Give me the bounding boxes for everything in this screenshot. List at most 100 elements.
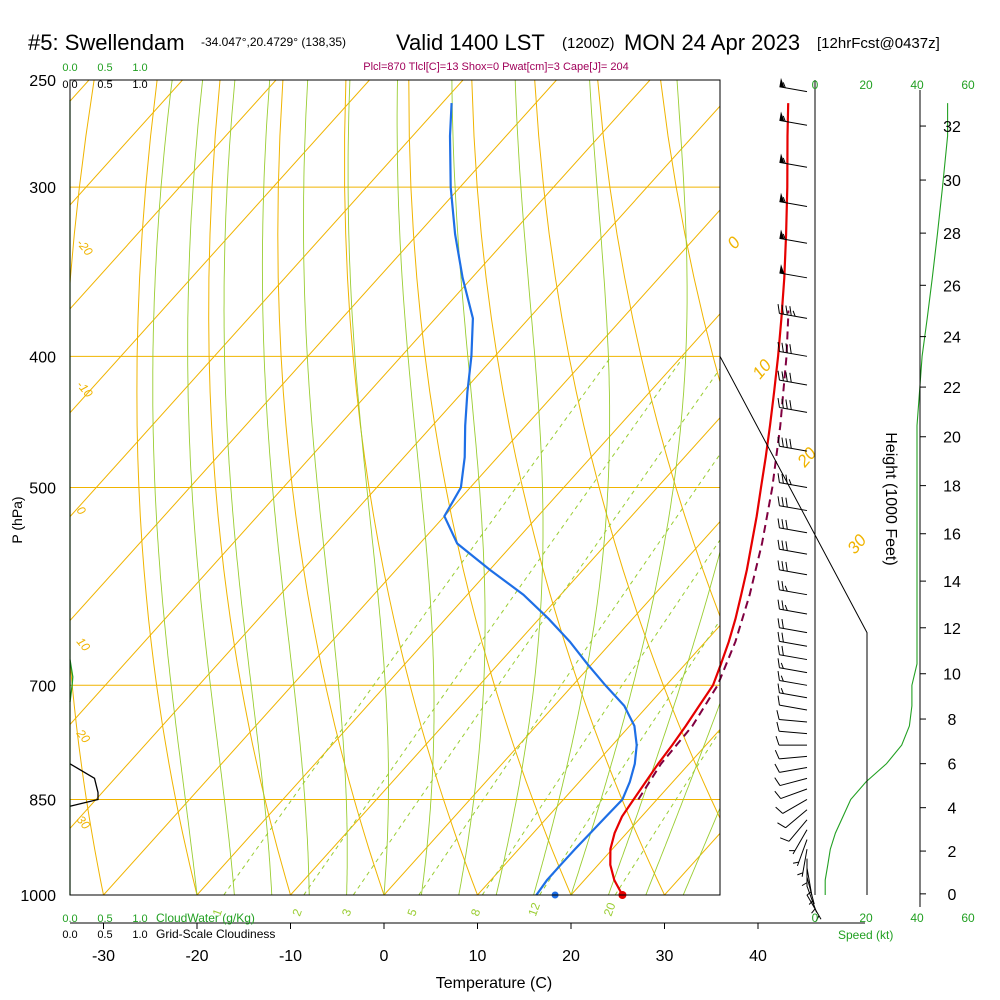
barb-shaft	[792, 829, 808, 855]
barb-shaft	[779, 406, 808, 413]
moist-adiabat	[495, 80, 544, 895]
mixing-ratio-label: 5	[404, 907, 420, 918]
barb-shaft	[779, 719, 808, 723]
x-tick-label: -30	[92, 948, 115, 965]
wind-barb	[777, 518, 808, 534]
moist-adiabat	[347, 80, 389, 895]
barb-shaft	[806, 885, 818, 913]
dry-adiabat	[408, 80, 572, 895]
barb-feather	[785, 372, 788, 382]
mixing-ratio-line	[418, 453, 720, 895]
wind-speed-profile	[824, 103, 949, 895]
isotherm	[70, 105, 720, 830]
wind-barb	[779, 819, 808, 842]
isotherm-label: -20	[74, 236, 96, 259]
barb-shaft	[779, 627, 808, 634]
barb-feather	[789, 372, 792, 383]
height-tick-label: 12	[943, 621, 961, 638]
plot-frame	[69, 79, 721, 896]
mixing-ratio-label: 20	[601, 900, 619, 918]
barb-shaft	[780, 788, 808, 800]
wind-barb	[806, 867, 813, 896]
barb-shaft	[779, 119, 808, 126]
dry-adiabat-label: 20	[793, 443, 821, 471]
cloudiness-profile	[69, 763, 99, 807]
barb-feather	[774, 749, 780, 760]
isotherm	[758, 80, 1000, 895]
speed-top-tick: 20	[859, 78, 873, 92]
p-tick-label: 300	[29, 180, 56, 197]
isotherm	[477, 624, 720, 895]
wind-barb	[792, 839, 808, 867]
barb-feather	[774, 777, 781, 786]
speed-bottom-tick: 0	[812, 911, 819, 925]
barb-feather	[777, 518, 780, 528]
moist-adiabat	[152, 80, 198, 895]
cloud-bottom-green-tick: 1.0	[132, 913, 147, 925]
cloud-top-green-tick: 0.0	[62, 62, 77, 74]
barb-feather	[777, 658, 780, 668]
moist-adiabat	[645, 701, 720, 895]
wind-barb	[777, 473, 808, 488]
utc-time: (1200Z)	[562, 35, 615, 52]
cloud-top-green-tick: 1.0	[132, 62, 147, 74]
y-axis-title: P (hPa)	[9, 496, 25, 543]
p-tick-label: 500	[29, 481, 56, 498]
barb-feather	[784, 604, 788, 611]
barb-feather	[782, 157, 786, 164]
barb-shaft	[782, 799, 808, 814]
speed-bottom-tick: 60	[961, 911, 975, 925]
barb-feather	[781, 371, 784, 381]
barb-shaft	[779, 482, 808, 488]
barb-feather	[776, 710, 780, 720]
wind-barb	[779, 229, 808, 244]
barb-feather	[808, 899, 814, 905]
wind-barb	[806, 894, 822, 922]
cloud-top-green-tick: 0.5	[97, 62, 112, 74]
wind-barb	[789, 829, 808, 855]
barb-feather	[777, 580, 780, 590]
speed-axis-title: Speed (kt)	[838, 928, 893, 942]
barb-pennant	[779, 77, 785, 88]
moist-adiabat	[570, 80, 688, 895]
wind-barb	[775, 735, 807, 746]
barb-pennant	[779, 111, 785, 122]
barb-feather	[775, 806, 784, 814]
isotherm	[70, 80, 651, 726]
dry-adiabat	[0, 80, 31, 895]
dry-adiabat	[70, 80, 104, 895]
dry-adiabat-label: 30	[844, 530, 871, 557]
cloud-top-black-tick: 0.0	[62, 79, 77, 91]
speed-top-tick: 40	[910, 78, 924, 92]
dry-adiabat	[471, 80, 665, 895]
barb-feather	[777, 539, 780, 550]
wind-barb	[801, 858, 808, 887]
barb-feather	[775, 735, 780, 746]
barb-feather	[774, 790, 782, 799]
x-axis-title: Temperature (C)	[436, 975, 552, 992]
barb-shaft	[779, 569, 808, 576]
speed-top-tick: 0	[812, 78, 819, 92]
moist-adiabat	[303, 80, 348, 895]
barb-feather	[782, 115, 786, 122]
wind-barb	[777, 695, 808, 711]
x-tick-label: 40	[749, 948, 767, 965]
barb-pennant	[779, 192, 785, 203]
barb-feather	[777, 304, 780, 314]
moist-adiabat	[758, 80, 1000, 895]
x-tick-label: 20	[562, 948, 580, 965]
mixing-ratio-label: 3	[339, 907, 355, 918]
cloud-bottom-green-tick: 0.5	[97, 913, 112, 925]
barb-shaft	[779, 755, 808, 760]
moist-adiabat	[607, 550, 720, 895]
wind-barb	[774, 777, 808, 787]
cloud-bottom-black-tick: 1.0	[132, 929, 147, 941]
isotherm	[852, 80, 1000, 895]
barb-shaft	[779, 589, 808, 596]
speed-bottom-tick: 20	[859, 911, 873, 925]
barb-feather	[781, 304, 784, 315]
wind-barb	[776, 721, 808, 735]
barb-shaft	[779, 640, 808, 647]
wind-barb	[777, 683, 808, 699]
